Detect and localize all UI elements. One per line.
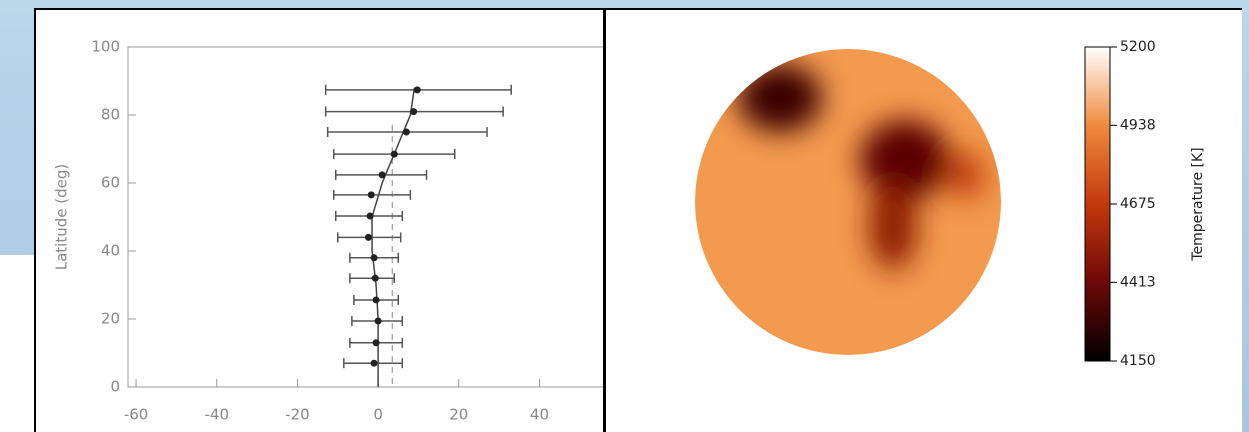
x-tick-label: -60 bbox=[124, 406, 149, 424]
plot-frame bbox=[127, 46, 603, 388]
y-tick-label: 100 bbox=[91, 38, 120, 56]
y-tick-label: 0 bbox=[110, 378, 120, 396]
data-point bbox=[370, 359, 378, 367]
data-point bbox=[367, 191, 375, 199]
colorbar-label: Temperature [K] bbox=[1190, 147, 1206, 261]
data-point bbox=[366, 212, 374, 220]
right-chart: Temperature [K] 5200 4938 4675 4413 4150 bbox=[695, 39, 1206, 369]
data-point bbox=[378, 171, 386, 179]
colorbar bbox=[1084, 46, 1111, 362]
data-point bbox=[364, 233, 372, 241]
x-tick-label: -20 bbox=[285, 406, 310, 424]
colorbar-tick-label: 5200 bbox=[1120, 39, 1156, 55]
colorbar-tick-label: 4413 bbox=[1120, 274, 1156, 290]
data-point bbox=[371, 274, 379, 282]
y-axis-label: Latitude (deg) bbox=[53, 164, 71, 270]
data-point bbox=[390, 150, 398, 158]
data-point bbox=[372, 339, 380, 347]
data-point bbox=[370, 254, 378, 262]
panel-bg bbox=[0, 255, 36, 432]
data-point bbox=[374, 317, 382, 325]
y-tick-label: 20 bbox=[101, 310, 120, 328]
x-tick-label: 20 bbox=[449, 406, 468, 424]
x-tick-label: -40 bbox=[204, 406, 229, 424]
data-point bbox=[413, 86, 421, 94]
colorbar-tick-label: 4150 bbox=[1120, 353, 1156, 369]
colorbar-tick-label: 4938 bbox=[1120, 117, 1156, 133]
x-tick-label: 40 bbox=[530, 406, 549, 424]
x-tick-label: 0 bbox=[373, 406, 383, 424]
colorbar-tick-label: 4675 bbox=[1120, 196, 1156, 212]
data-point bbox=[410, 108, 418, 116]
y-tick-label: 40 bbox=[101, 242, 120, 260]
data-point bbox=[402, 128, 410, 136]
left-panel bbox=[34, 8, 605, 432]
y-tick-label: 60 bbox=[101, 174, 120, 192]
left-chart: Latitude (deg) -60 -40 -20 0 20 40 0 20 40 60 80 10… bbox=[53, 38, 603, 424]
data-point bbox=[372, 296, 380, 304]
stellar-surface bbox=[695, 49, 1001, 355]
y-tick-label: 80 bbox=[101, 106, 120, 124]
